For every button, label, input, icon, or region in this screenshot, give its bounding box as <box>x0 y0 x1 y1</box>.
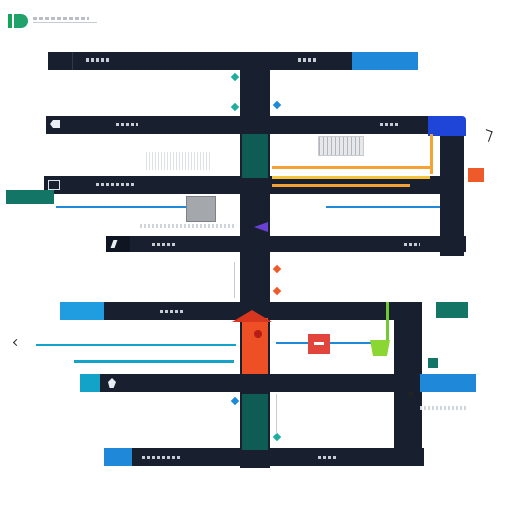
row-7[interactable] <box>104 448 424 466</box>
row-1-label <box>86 58 110 62</box>
marker-orange-1 <box>272 264 282 274</box>
orange-connector-b <box>272 176 430 179</box>
red-dot[interactable] <box>254 330 262 338</box>
row-7-blue-cap[interactable] <box>104 448 132 466</box>
cyan-connector-row6 <box>36 344 236 346</box>
marker-teal-2 <box>230 102 240 112</box>
blue-connector-right <box>326 206 440 208</box>
row-4-left-cap <box>106 236 130 252</box>
row-4-label <box>152 243 176 246</box>
trunk-teal-segment <box>242 134 268 178</box>
cyan-connector-row6b <box>74 360 234 363</box>
row-6-icon[interactable] <box>108 378 116 388</box>
arrow-down-icon[interactable] <box>408 392 414 398</box>
row-2-tag <box>380 123 398 126</box>
header-underline <box>33 22 97 23</box>
keypad-widget[interactable] <box>318 136 364 156</box>
row-5-teal-tab[interactable] <box>436 302 468 318</box>
app-logo-icon <box>8 14 12 28</box>
row-7-tag <box>318 456 336 459</box>
orange-connector-vertical <box>430 134 433 174</box>
row-4[interactable] <box>106 236 466 252</box>
red-button-label <box>314 342 324 345</box>
row-7-label <box>142 456 182 459</box>
orange-connector-c <box>272 184 410 187</box>
row-3-teal-tab[interactable] <box>6 190 54 204</box>
marker-blue-2 <box>230 396 240 406</box>
row-3-label <box>96 183 136 186</box>
row-3[interactable] <box>44 176 462 194</box>
marker-teal-3 <box>272 432 282 442</box>
chevron-left-icon[interactable] <box>12 338 21 347</box>
app-logo <box>8 14 28 28</box>
row-5[interactable] <box>60 302 422 320</box>
header-scribble <box>33 17 89 20</box>
faint-scribble-3 <box>420 406 468 410</box>
marker-orange-2 <box>272 286 282 296</box>
row-5-label <box>160 310 184 313</box>
app-logo-letter <box>14 14 28 28</box>
guide-line-left <box>234 262 235 298</box>
trunk-teal-lower-segment <box>242 394 268 450</box>
marker-teal-1 <box>230 72 240 82</box>
row-1-tag <box>298 58 316 62</box>
guide-line-right <box>276 394 277 434</box>
green-connector <box>386 302 389 344</box>
row-5-blue-cap[interactable] <box>60 302 104 320</box>
row-6[interactable] <box>80 374 410 392</box>
row-2-icon[interactable] <box>50 120 60 128</box>
row-2-label <box>116 123 138 126</box>
marker-blue-1 <box>272 100 282 110</box>
row-6-cyan-cap[interactable] <box>80 374 100 392</box>
row-6-blue-tab[interactable] <box>420 374 476 392</box>
trunk-red-segment[interactable] <box>242 318 268 374</box>
row-3-icon[interactable] <box>48 180 60 190</box>
green-bucket[interactable] <box>370 340 390 356</box>
row-1[interactable] <box>48 52 418 70</box>
gray-box-widget[interactable] <box>186 196 216 222</box>
row-2[interactable] <box>46 116 430 134</box>
faint-scribble-2 <box>140 224 234 228</box>
blue-connector-row3 <box>56 206 216 208</box>
orange-square[interactable] <box>468 168 484 182</box>
row-4-tag <box>404 243 420 246</box>
triangle-icon <box>254 222 268 232</box>
close-icon[interactable] <box>482 129 493 142</box>
faint-scribble-1 <box>146 152 212 170</box>
orange-connector-a <box>272 166 432 169</box>
row-1-accent <box>352 52 418 70</box>
row-2-blue-corner <box>428 116 466 136</box>
teal-small-square[interactable] <box>428 358 438 368</box>
row-1-left-tab <box>48 52 73 70</box>
